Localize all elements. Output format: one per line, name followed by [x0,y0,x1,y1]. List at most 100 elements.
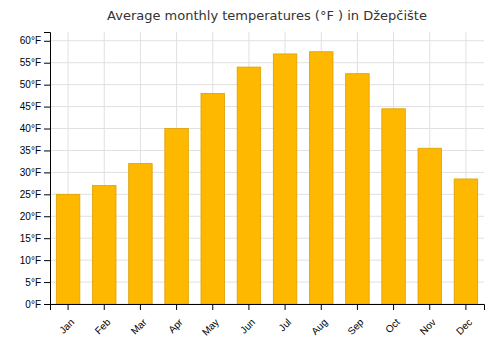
y-tick: 0°F [25,299,50,310]
x-tick: Feb [93,304,113,336]
bar [165,129,189,304]
bar [129,164,153,304]
chart-container: 0°F 5°F 10°F 15°F 20°F 25°F 30°F 35°F 40°F 45°F 50… [0,0,500,350]
y-tick: 50°F [20,79,50,90]
grid-line-y [50,106,484,107]
y-tick-mark [44,238,50,239]
plot-area: 0°F 5°F 10°F 15°F 20°F 25°F 30°F 35°F 40°F 45°F 50… [20,32,485,338]
y-tick-mark [44,107,50,108]
x-tick-mark [465,304,466,310]
bar [92,186,116,304]
bar [309,52,333,304]
y-tick-mark [44,172,50,173]
y-tick: 5°F [25,277,50,288]
y-tick: 10°F [20,255,50,266]
x-tick: Apr [166,304,185,335]
x-tick-mark [285,304,286,310]
x-tick-mark [429,304,430,310]
bar [454,179,478,304]
y-tick-label: 15°F [20,233,41,244]
y-tick: 20°F [20,211,50,222]
y-tick: 60°F [20,35,50,46]
x-tick-label: Nov [418,316,438,336]
y-tick-mark [44,150,50,151]
y-tick: 45°F [20,101,50,112]
x-tick-mark [140,304,141,310]
grid [50,32,484,304]
x-tick-label: Jul [277,316,294,333]
y-tick: 15°F [20,233,50,244]
x-tick: May [200,304,221,338]
x-tick-label: Aug [309,316,329,336]
bar [56,194,80,304]
x-tick-mark [321,304,322,310]
bar [273,54,297,304]
y-tick-label: 40°F [20,123,41,134]
y-tick-mark [44,194,50,195]
bar [418,148,442,304]
y-tick-mark [44,304,50,305]
x-tick-label: Dec [454,316,474,336]
x-tick-mark [357,304,358,310]
x-tick: Jun [238,304,257,336]
grid-line-y [50,40,484,41]
x-tick-label: Mar [129,316,149,336]
y-axis-line [44,33,51,305]
x-tick-label: Jun [238,316,257,335]
y-tick-label: 50°F [20,79,41,90]
x-tick: Oct [383,304,402,335]
x-tick-label: Oct [383,316,402,335]
bar [382,109,406,304]
y-tick-label: 20°F [20,211,41,222]
x-axis: Jan Feb Mar Apr May Jun Jul Aug Sep Oct Nov Dec [51,304,485,338]
x-tick: Jan [57,304,76,336]
grid-line-y [50,128,484,129]
grid-line-y [50,62,484,63]
x-tick: Dec [454,304,474,337]
x-tick-mark [176,304,177,310]
y-tick-label: 25°F [20,189,41,200]
grid-line-y [50,84,484,85]
x-tick-mark [393,304,394,310]
x-tick-mark [104,304,105,310]
chart-svg: 0°F 5°F 10°F 15°F 20°F 25°F 30°F 35°F 40°F 45°F 50… [0,0,500,350]
x-tick-label: May [200,316,221,337]
x-axis-line [51,305,485,311]
x-tick: Aug [309,304,329,337]
bar [346,74,370,304]
y-tick-mark [44,129,50,130]
y-tick: 35°F [20,145,50,156]
x-tick: Mar [129,304,149,336]
y-tick-label: 60°F [20,35,41,46]
x-tick-label: Feb [93,316,113,336]
bar [237,67,261,304]
x-tick-mark [212,304,213,310]
y-tick-label: 45°F [20,101,41,112]
y-tick-label: 30°F [20,167,41,178]
x-tick: Jul [277,304,294,333]
y-axis: 0°F 5°F 10°F 15°F 20°F 25°F 30°F 35°F 40°F 45°F 50… [20,33,51,310]
bars [56,52,477,304]
x-tick-mark [248,304,249,310]
y-tick-mark [44,282,50,283]
y-tick-label: 0°F [25,299,41,310]
x-tick-label: Jan [57,316,76,335]
y-tick-mark [44,41,50,42]
y-tick: 40°F [20,123,50,134]
chart-title: Average monthly temperatures (°F ) in Dž… [107,8,427,23]
y-tick: 30°F [20,167,50,178]
bar [201,93,225,304]
x-tick-label: Apr [166,316,185,335]
x-tick-mark [68,304,69,310]
y-tick-mark [44,85,50,86]
y-tick: 55°F [20,57,50,68]
y-tick-label: 35°F [20,145,41,156]
y-tick-mark [44,63,50,64]
y-tick-label: 10°F [20,255,41,266]
y-tick-label: 55°F [20,57,41,68]
y-tick-mark [44,260,50,261]
y-tick: 25°F [20,189,50,200]
y-tick-mark [44,216,50,217]
x-tick-label: Sep [345,316,366,337]
x-tick: Sep [345,304,366,337]
